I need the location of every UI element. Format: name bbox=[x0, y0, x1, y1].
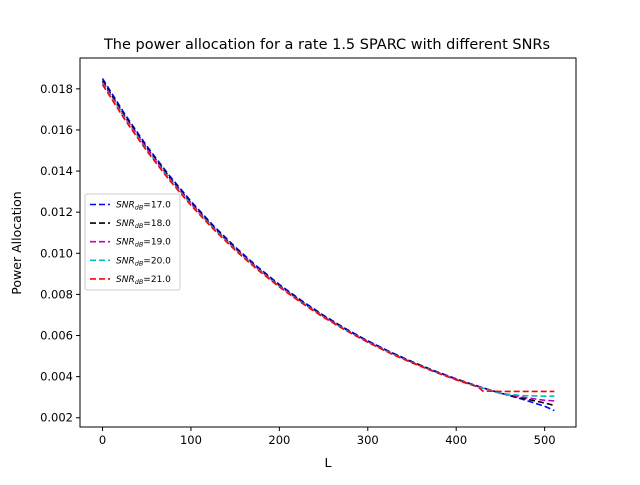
y-tick-label: 0.006 bbox=[40, 329, 73, 343]
x-tick-label: 100 bbox=[180, 433, 202, 447]
y-tick-label: 0.014 bbox=[40, 164, 73, 178]
x-tick-label: 500 bbox=[534, 433, 556, 447]
legend-entry-1: SNRdB=17.0 bbox=[116, 201, 171, 212]
y-tick-label: 0.018 bbox=[40, 82, 73, 96]
plot-frame bbox=[79, 57, 577, 428]
legend-entry-5: SNRdB=21.0 bbox=[116, 275, 171, 286]
legend-box bbox=[84, 193, 181, 291]
y-tick-label: 0.004 bbox=[40, 370, 73, 384]
y-tick-label: 0.010 bbox=[40, 246, 73, 260]
x-axis-label: L bbox=[325, 455, 332, 470]
y-tick-label: 0.002 bbox=[40, 411, 73, 425]
y-tick-label: 0.012 bbox=[40, 205, 73, 219]
y-axis-label: Power Allocation bbox=[9, 191, 24, 294]
legend-entry-4: SNRdB=20.0 bbox=[116, 256, 171, 267]
x-tick-label: 400 bbox=[445, 433, 467, 447]
x-tick-label: 0 bbox=[99, 433, 106, 447]
plot-area bbox=[101, 78, 555, 412]
y-tick-label: 0.008 bbox=[40, 287, 73, 301]
legend: SNRdB=17.0 SNRdB=18.0 SNRdB=19.0 SNRdB=20.0… bbox=[84, 193, 181, 291]
axes: 0 100 200 300 400 500 0.002 0.004 0.006 0.008 0.01… bbox=[40, 57, 577, 447]
y-tick-label: 0.016 bbox=[40, 123, 73, 137]
legend-entry-3: SNRdB=19.0 bbox=[116, 238, 171, 249]
x-tick-label: 300 bbox=[357, 433, 379, 447]
x-tick-label: 200 bbox=[268, 433, 290, 447]
series-line-5 bbox=[101, 84, 555, 393]
chart-title: The power allocation for a rate 1.5 SPAR… bbox=[103, 37, 550, 53]
legend-entry-2: SNRdB=18.0 bbox=[116, 219, 171, 230]
